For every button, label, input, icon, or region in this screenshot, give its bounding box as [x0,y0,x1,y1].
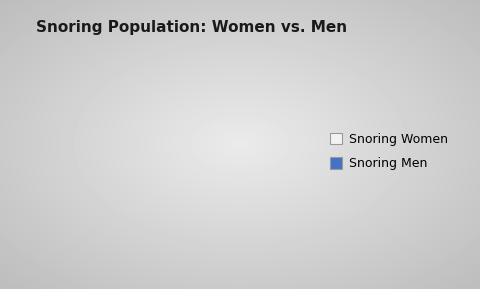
Wedge shape [47,46,247,249]
Legend: Snoring Women, Snoring Men: Snoring Women, Snoring Men [323,126,455,178]
Wedge shape [149,46,251,173]
Text: 29%: 29% [179,104,212,118]
Text: 71%: 71% [85,177,119,190]
Text: Snoring Population: Women vs. Men: Snoring Population: Women vs. Men [36,20,348,35]
